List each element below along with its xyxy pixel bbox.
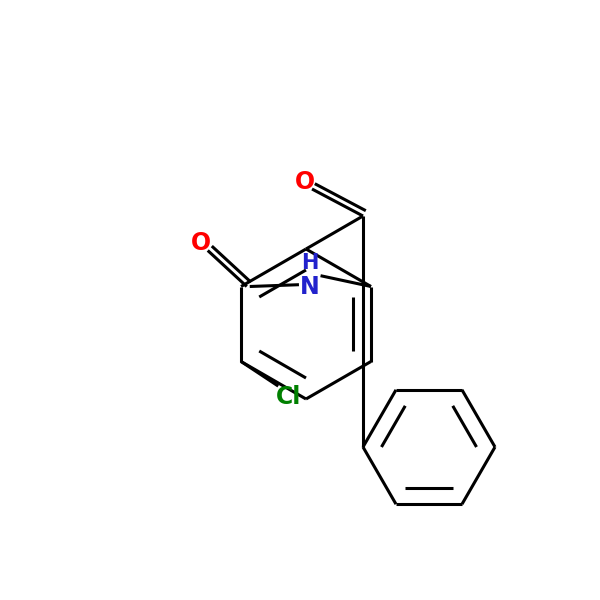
Text: H: H: [301, 253, 319, 272]
Text: O: O: [295, 170, 315, 194]
Text: O: O: [190, 231, 211, 256]
Text: Cl: Cl: [277, 386, 302, 410]
Text: N: N: [300, 275, 320, 298]
